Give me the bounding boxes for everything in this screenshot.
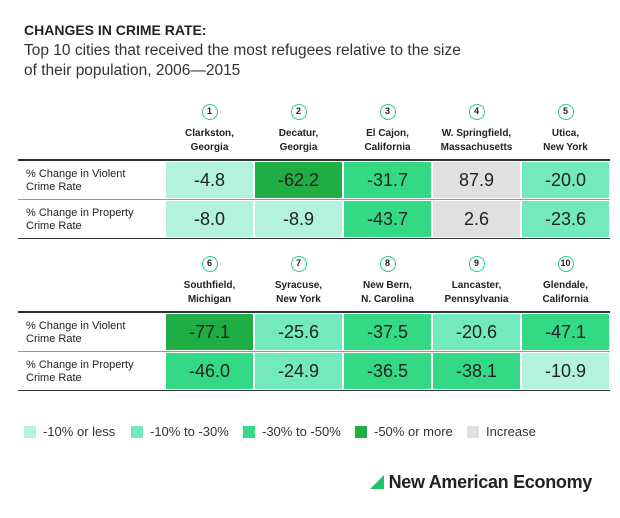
value-cell: -23.6 <box>522 201 609 237</box>
row-label: Crime Rate <box>26 333 82 345</box>
city-name: California <box>364 142 411 153</box>
city-name: Lancaster, <box>451 280 502 291</box>
city-name: Decatur, <box>278 128 319 139</box>
city-name: Glendale, <box>542 280 588 291</box>
value-cell: -46.0 <box>166 353 253 389</box>
value-cell: -4.8 <box>166 162 253 198</box>
legend-label: -10% to -30% <box>150 424 229 439</box>
rank-badge: 3 <box>379 104 396 120</box>
city-name: New York <box>276 294 321 305</box>
rank-badge: 10 <box>557 256 574 272</box>
value-cell: -47.1 <box>522 314 609 350</box>
city-name: Utica, <box>551 128 580 139</box>
row-label: % Change in Violent <box>26 320 126 332</box>
legend-swatch <box>131 426 143 438</box>
rule <box>18 390 610 391</box>
row-label: Crime Rate <box>26 372 82 384</box>
rule <box>18 159 610 161</box>
value-cell: -8.0 <box>166 201 253 237</box>
row-label: % Change in Property <box>26 359 134 371</box>
subtitle: of their population, 2006—2015 <box>24 62 241 79</box>
legend-label: -10% or less <box>43 424 116 439</box>
legend-swatch <box>467 426 479 438</box>
rank-badge: 8 <box>379 256 396 272</box>
brand: New American Economy <box>388 472 593 492</box>
value-cell: -24.9 <box>255 353 342 389</box>
value-cell: -8.9 <box>255 201 342 237</box>
rank-badge: 2 <box>290 104 307 120</box>
legend-label: Increase <box>486 424 536 439</box>
value-cell: -20.0 <box>522 162 609 198</box>
value-cell: 87.9 <box>433 162 520 198</box>
kicker: CHANGES IN CRIME RATE: <box>24 22 207 38</box>
city-name: Georgia <box>279 142 318 153</box>
row-label: Crime Rate <box>26 181 82 193</box>
value-cell: -37.5 <box>344 314 431 350</box>
legend-swatch <box>243 426 255 438</box>
city-name: New York <box>543 142 588 153</box>
rank-badge: 4 <box>468 104 485 120</box>
rule <box>18 351 610 352</box>
city-name: Georgia <box>190 142 229 153</box>
value-cell: -25.6 <box>255 314 342 350</box>
city-name: Syracuse, <box>274 280 323 291</box>
value-cell: -10.9 <box>522 353 609 389</box>
rank-badge: 6 <box>201 256 218 272</box>
city-name: Michigan <box>187 294 232 305</box>
city-name: Clarkston, <box>185 128 234 139</box>
row-label: Crime Rate <box>26 220 82 232</box>
value-cell: -77.1 <box>166 314 253 350</box>
rank-badge: 1 <box>201 104 218 120</box>
city-name: Southfield, <box>183 280 236 291</box>
legend-swatch <box>355 426 367 438</box>
value-cell: -36.5 <box>344 353 431 389</box>
value-cell: 2.6 <box>433 201 520 237</box>
row-label: % Change in Violent <box>26 168 126 180</box>
rank-badge: 7 <box>290 256 307 272</box>
value-cell: -31.7 <box>344 162 431 198</box>
value-cell: -62.2 <box>255 162 342 198</box>
rule <box>18 199 610 200</box>
rank-badge: 9 <box>468 256 485 272</box>
row-label: % Change in Property <box>26 207 134 219</box>
city-name: W. Springfield, <box>441 128 512 139</box>
city-name: El Cajon, <box>366 128 409 139</box>
rule <box>18 238 610 239</box>
logo-mark <box>370 475 384 489</box>
legend-label: -30% to -50% <box>262 424 341 439</box>
city-name: Massachusetts <box>440 142 513 153</box>
value-cell: -43.7 <box>344 201 431 237</box>
city-name: N. Carolina <box>361 294 414 305</box>
rule <box>18 311 610 313</box>
rank-badge: 5 <box>557 104 574 120</box>
subtitle: Top 10 cities that received the most ref… <box>24 42 461 59</box>
city-name: New Bern, <box>363 280 412 291</box>
legend-label: -50% or more <box>374 424 453 439</box>
value-cell: -38.1 <box>433 353 520 389</box>
city-name: Pennsylvania <box>444 294 509 305</box>
value-cell: -20.6 <box>433 314 520 350</box>
legend-swatch <box>24 426 36 438</box>
city-name: California <box>542 294 589 305</box>
